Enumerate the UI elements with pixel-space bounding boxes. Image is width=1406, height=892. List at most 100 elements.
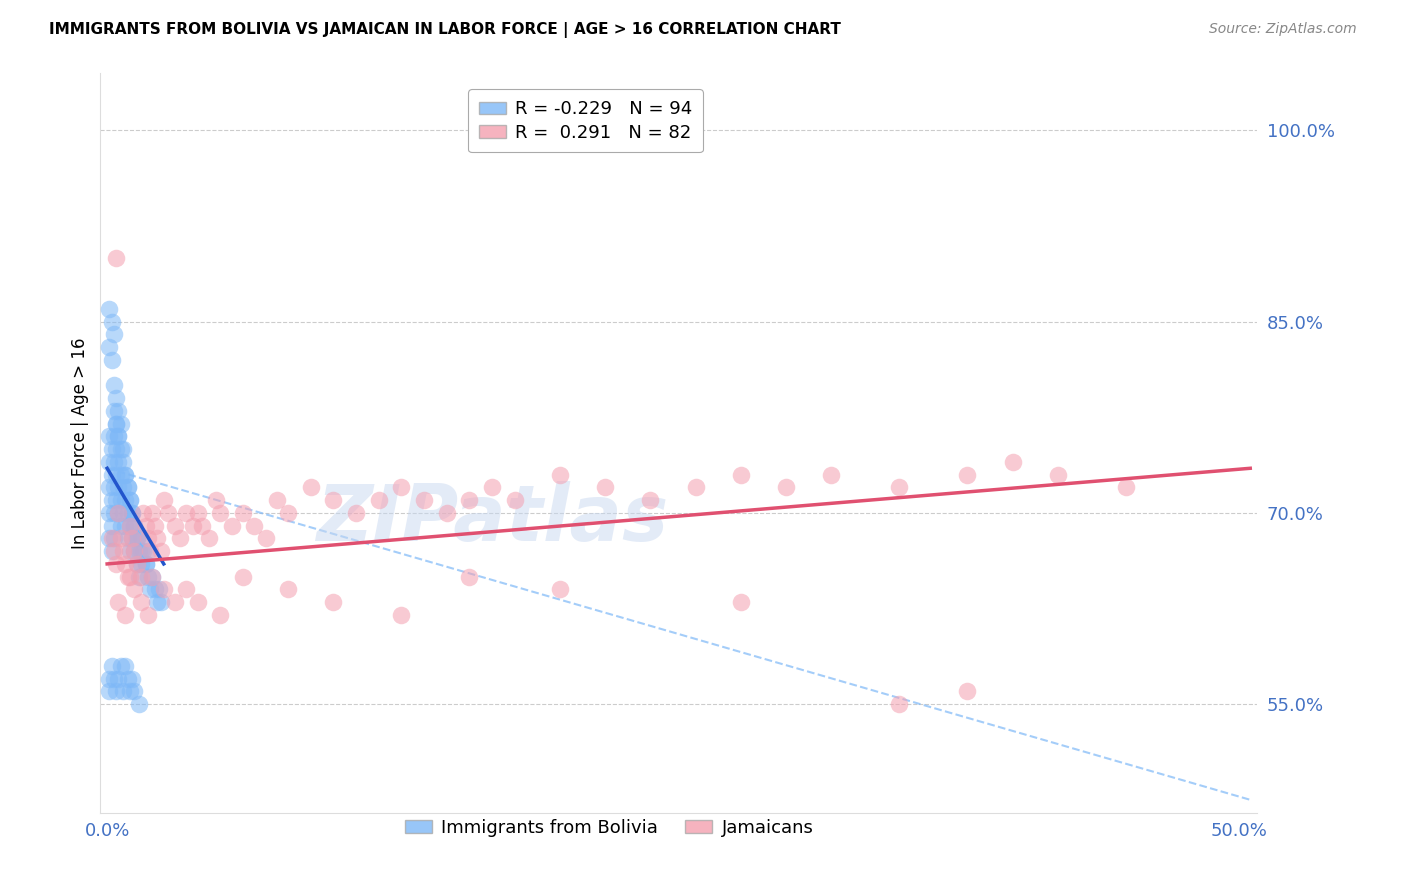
Point — [118, 684, 141, 698]
Point — [98, 455, 121, 469]
Point — [548, 582, 571, 597]
Point — [277, 582, 299, 597]
Point — [107, 506, 129, 520]
Point — [956, 684, 979, 698]
Point — [503, 493, 526, 508]
Point — [111, 455, 134, 469]
Point — [548, 467, 571, 482]
Point — [100, 544, 122, 558]
Point — [367, 493, 389, 508]
Point — [114, 518, 136, 533]
Point — [103, 480, 125, 494]
Point — [103, 544, 125, 558]
Legend: Immigrants from Bolivia, Jamaicans: Immigrants from Bolivia, Jamaicans — [398, 812, 821, 844]
Point — [136, 532, 159, 546]
Point — [221, 518, 243, 533]
Point — [129, 532, 152, 546]
Point — [176, 582, 198, 597]
Point — [232, 569, 254, 583]
Point — [139, 582, 162, 597]
Point — [105, 417, 128, 431]
Point — [266, 493, 288, 508]
Point — [128, 697, 150, 711]
Point — [98, 672, 121, 686]
Point — [143, 582, 166, 597]
Point — [124, 518, 146, 533]
Point — [111, 684, 134, 698]
Point — [100, 532, 122, 546]
Point — [775, 480, 797, 494]
Point — [124, 684, 146, 698]
Point — [114, 557, 136, 571]
Point — [117, 569, 139, 583]
Point — [118, 569, 141, 583]
Point — [124, 544, 146, 558]
Point — [458, 493, 481, 508]
Point — [114, 467, 136, 482]
Point — [118, 518, 141, 533]
Point — [98, 301, 121, 316]
Text: IMMIGRANTS FROM BOLIVIA VS JAMAICAN IN LABOR FORCE | AGE > 16 CORRELATION CHART: IMMIGRANTS FROM BOLIVIA VS JAMAICAN IN L… — [49, 22, 841, 38]
Point — [118, 493, 141, 508]
Point — [111, 544, 134, 558]
Point — [110, 467, 132, 482]
Point — [322, 595, 344, 609]
Point — [100, 442, 122, 457]
Point — [110, 532, 132, 546]
Point — [103, 532, 125, 546]
Point — [730, 467, 752, 482]
Point — [157, 506, 180, 520]
Point — [98, 480, 121, 494]
Point — [100, 659, 122, 673]
Point — [209, 607, 232, 622]
Point — [110, 493, 132, 508]
Point — [135, 557, 157, 571]
Point — [117, 532, 139, 546]
Point — [117, 672, 139, 686]
Point — [730, 595, 752, 609]
Point — [141, 569, 163, 583]
Point — [129, 569, 152, 583]
Point — [152, 493, 174, 508]
Point — [103, 404, 125, 418]
Point — [110, 442, 132, 457]
Point — [107, 429, 129, 443]
Point — [593, 480, 616, 494]
Point — [105, 251, 128, 265]
Point — [135, 518, 157, 533]
Point — [111, 506, 134, 520]
Point — [100, 352, 122, 367]
Point — [181, 518, 204, 533]
Point — [232, 506, 254, 520]
Point — [103, 506, 125, 520]
Point — [98, 340, 121, 354]
Point — [110, 518, 132, 533]
Point — [458, 569, 481, 583]
Point — [152, 582, 174, 597]
Point — [128, 569, 150, 583]
Point — [98, 506, 121, 520]
Point — [254, 532, 277, 546]
Point — [111, 442, 134, 457]
Point — [105, 467, 128, 482]
Point — [107, 506, 129, 520]
Point — [105, 391, 128, 405]
Point — [98, 532, 121, 546]
Point — [114, 467, 136, 482]
Point — [165, 518, 187, 533]
Point — [243, 518, 266, 533]
Point — [141, 569, 163, 583]
Point — [121, 506, 143, 520]
Point — [125, 532, 148, 546]
Point — [148, 582, 170, 597]
Point — [107, 404, 129, 418]
Text: ZIPatlas: ZIPatlas — [316, 482, 668, 558]
Point — [103, 455, 125, 469]
Point — [277, 506, 299, 520]
Text: Source: ZipAtlas.com: Source: ZipAtlas.com — [1209, 22, 1357, 37]
Point — [143, 518, 166, 533]
Point — [103, 378, 125, 392]
Point — [176, 506, 198, 520]
Point — [98, 429, 121, 443]
Point — [344, 506, 367, 520]
